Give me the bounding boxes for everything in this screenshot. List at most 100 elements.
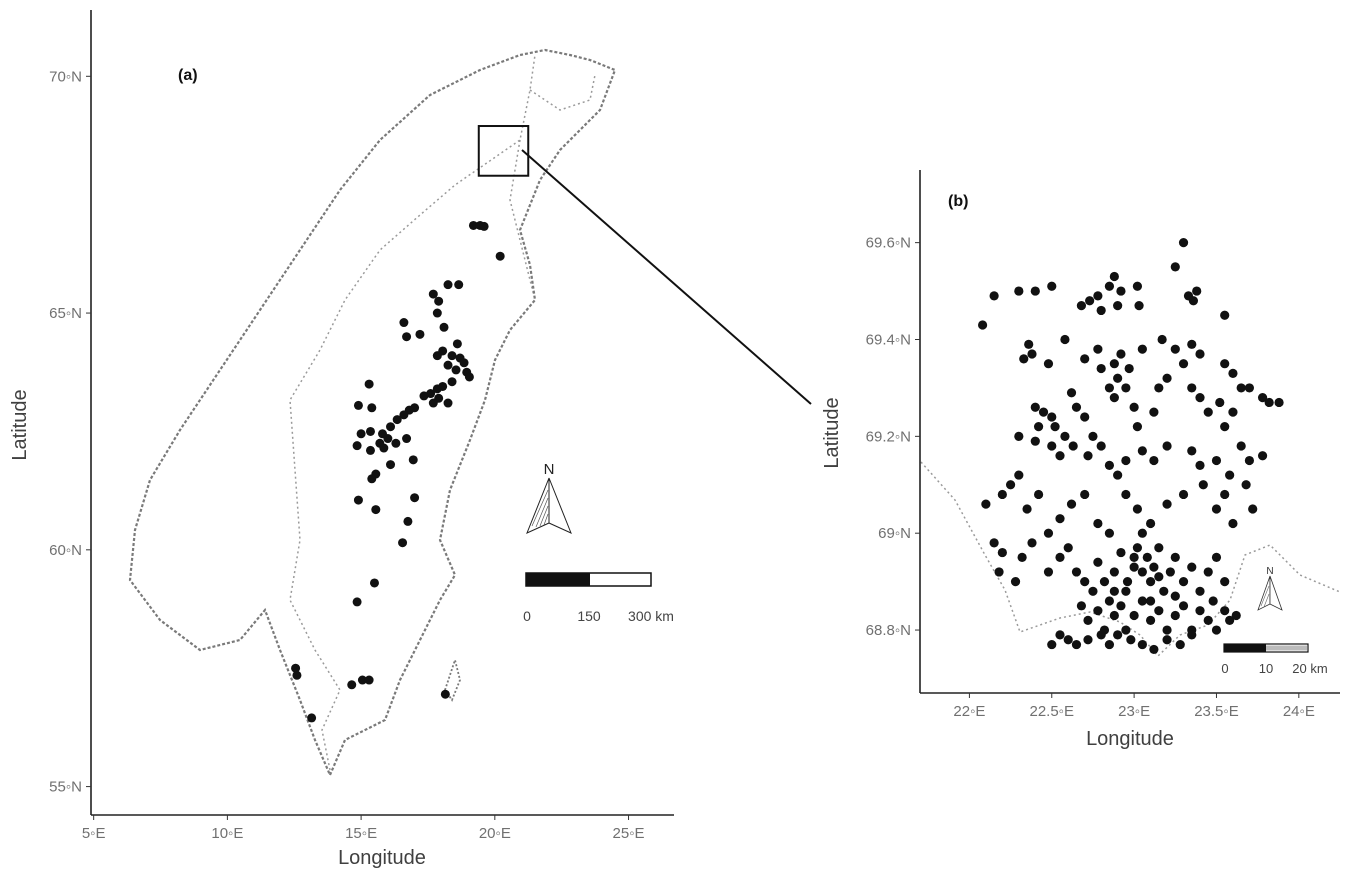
b-data-point bbox=[1121, 489, 1131, 500]
b-data-point bbox=[1228, 518, 1238, 529]
a-data-point bbox=[383, 434, 393, 444]
b-data-point bbox=[1137, 344, 1147, 354]
b-data-point bbox=[1187, 562, 1197, 572]
a-data-point bbox=[367, 474, 377, 484]
b-data-point bbox=[1116, 601, 1126, 611]
b-y-tick-label: 69.2◦N bbox=[866, 428, 911, 445]
a-y-tick-label: 60◦N bbox=[49, 542, 82, 559]
a-data-point bbox=[428, 398, 438, 408]
b-data-point bbox=[1132, 543, 1143, 553]
b-data-point bbox=[1187, 383, 1197, 393]
b-data-point bbox=[1129, 552, 1139, 563]
b-data-point bbox=[1121, 383, 1131, 393]
a-y-tick-label: 65◦N bbox=[49, 305, 82, 322]
a-data-point bbox=[495, 251, 505, 261]
b-data-point bbox=[1137, 639, 1147, 650]
b-data-point bbox=[1109, 393, 1119, 403]
a-data-point bbox=[464, 372, 474, 382]
b-data-point bbox=[1211, 455, 1222, 466]
b-data-point bbox=[1137, 528, 1147, 538]
a-data-point bbox=[459, 358, 469, 368]
b-data-point bbox=[1274, 397, 1284, 408]
b-data-point bbox=[1050, 422, 1060, 432]
b-data-point bbox=[1129, 402, 1139, 412]
b-data-point bbox=[1220, 577, 1230, 587]
b-data-point bbox=[1225, 470, 1235, 480]
b-data-point bbox=[981, 499, 991, 509]
scale-b-label-2: 20 km bbox=[1292, 661, 1327, 676]
b-data-point bbox=[1170, 344, 1180, 354]
b-data-point bbox=[1121, 455, 1131, 466]
b-data-point bbox=[1088, 431, 1098, 441]
inset-box bbox=[477, 125, 530, 177]
b-data-point bbox=[1047, 441, 1057, 451]
b-data-point bbox=[1132, 281, 1143, 291]
a-data-point bbox=[434, 296, 444, 306]
b-data-point bbox=[1109, 359, 1119, 369]
b-data-point bbox=[1170, 262, 1180, 272]
b-data-point bbox=[1122, 577, 1133, 587]
b-data-point bbox=[1113, 630, 1123, 640]
b-data-point bbox=[1257, 451, 1268, 461]
b-data-point bbox=[1195, 460, 1205, 470]
b-data-point bbox=[1228, 368, 1238, 378]
b-data-point bbox=[1113, 470, 1123, 480]
b-data-point bbox=[1063, 635, 1073, 645]
b-data-point bbox=[1195, 349, 1205, 359]
b-data-point bbox=[1104, 460, 1115, 470]
panel-a-coastline bbox=[128, 48, 617, 778]
a-data-point bbox=[353, 495, 363, 505]
b-data-point bbox=[1014, 286, 1024, 296]
b-data-point bbox=[1159, 586, 1169, 596]
a-data-point bbox=[403, 516, 413, 526]
north-arrow-label-b: N bbox=[1266, 566, 1273, 577]
b-data-point bbox=[1195, 606, 1205, 616]
b-data-point bbox=[1109, 271, 1119, 282]
b-data-point bbox=[997, 489, 1007, 500]
b-y-tick-label: 69◦N bbox=[878, 525, 911, 542]
b-data-point bbox=[1149, 562, 1159, 572]
a-data-point bbox=[399, 410, 409, 420]
a-data-point bbox=[386, 460, 396, 470]
b-data-point bbox=[1236, 441, 1246, 451]
b-data-point bbox=[1063, 543, 1073, 553]
a-data-point bbox=[419, 391, 429, 401]
b-data-point bbox=[1080, 354, 1090, 364]
a-data-point bbox=[365, 426, 375, 436]
b-data-point bbox=[1178, 601, 1189, 611]
a-data-point bbox=[391, 438, 401, 448]
a-data-point bbox=[392, 415, 402, 425]
b-y-tick-label: 69.4◦N bbox=[866, 331, 911, 348]
a-data-point bbox=[292, 670, 302, 680]
a-data-point bbox=[357, 675, 367, 685]
b-data-point bbox=[1157, 334, 1167, 345]
b-data-point bbox=[1096, 305, 1106, 316]
b-data-point bbox=[1060, 431, 1070, 441]
b-data-point bbox=[1170, 591, 1180, 601]
a-y-tick-label: 55◦N bbox=[49, 779, 82, 796]
a-data-point bbox=[369, 578, 379, 588]
b-data-point bbox=[1129, 610, 1139, 621]
b-data-point bbox=[1154, 572, 1164, 582]
b-data-point bbox=[994, 567, 1004, 577]
scale-b-label-0: 0 bbox=[1221, 661, 1228, 676]
b-data-point bbox=[1043, 359, 1054, 369]
b-data-point bbox=[1116, 349, 1126, 359]
a-data-point bbox=[291, 663, 301, 673]
a-data-point bbox=[307, 713, 317, 723]
panel-a: 5◦E 10◦E 15◦E 20◦E 25◦E55◦N60◦N65◦N70◦N (a) … bbox=[9, 10, 674, 869]
b-data-point bbox=[1043, 528, 1054, 538]
b-data-point bbox=[1154, 383, 1164, 393]
b-data-point bbox=[1126, 635, 1136, 645]
b-data-point bbox=[1121, 586, 1131, 596]
a-x-tick-label: 5◦E bbox=[82, 825, 106, 842]
b-data-point bbox=[1096, 363, 1106, 374]
b-data-point bbox=[1068, 441, 1078, 451]
b-data-point bbox=[1060, 334, 1070, 345]
b-data-point bbox=[1187, 630, 1197, 640]
b-data-point bbox=[1220, 422, 1230, 432]
b-data-point bbox=[1080, 412, 1090, 422]
inset-connector-line bbox=[521, 149, 812, 405]
b-data-point bbox=[1047, 281, 1057, 291]
